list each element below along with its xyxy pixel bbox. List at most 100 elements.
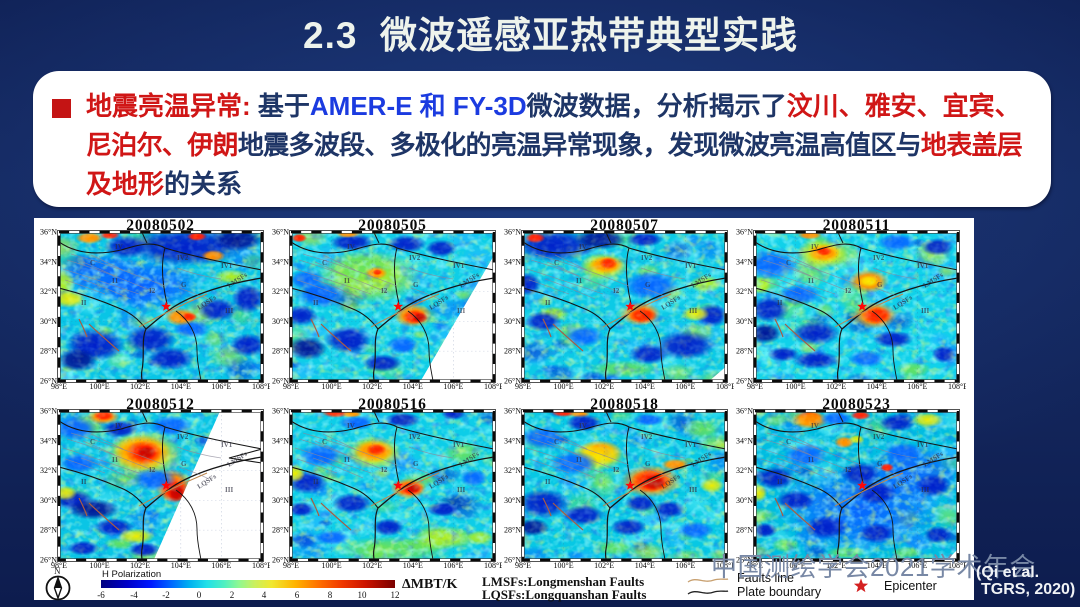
svg-text:34°N: 34°N [504, 257, 521, 266]
svg-text:20080502: 20080502 [126, 218, 194, 234]
svg-text:106°E: 106°E [675, 382, 695, 391]
svg-text:104°E: 104°E [171, 382, 191, 391]
svg-text:104°E: 104°E [867, 561, 887, 570]
svg-text:36°N: 36°N [736, 228, 753, 237]
svg-text:28°N: 28°N [504, 347, 521, 356]
svg-text:34°N: 34°N [736, 257, 753, 266]
svg-text:26°N: 26°N [736, 377, 753, 386]
svg-text:30°N: 30°N [40, 496, 57, 505]
svg-text:30°N: 30°N [736, 317, 753, 326]
svg-text:100°E: 100°E [90, 561, 110, 570]
svg-text:36°N: 36°N [736, 407, 753, 416]
svg-text:30°N: 30°N [272, 317, 289, 326]
svg-text:20080523: 20080523 [822, 397, 890, 413]
svg-text:30°N: 30°N [40, 317, 57, 326]
svg-text:104°E: 104°E [635, 382, 655, 391]
svg-text:100°E: 100°E [554, 382, 574, 391]
svg-text:106°E: 106°E [443, 561, 463, 570]
svg-text:106°E: 106°E [211, 382, 231, 391]
svg-text:102°E: 102°E [826, 561, 846, 570]
svg-text:102°E: 102°E [594, 382, 614, 391]
svg-text:34°N: 34°N [40, 436, 57, 445]
svg-text:20080505: 20080505 [358, 218, 426, 234]
svg-text:102°E: 102°E [362, 382, 382, 391]
svg-text:30°N: 30°N [504, 317, 521, 326]
svg-text:20080507: 20080507 [590, 218, 658, 234]
svg-text:100°E: 100°E [90, 382, 110, 391]
svg-text:100°E: 100°E [322, 561, 342, 570]
svg-text:104°E: 104°E [867, 382, 887, 391]
svg-text:106°E: 106°E [907, 382, 927, 391]
svg-text:108°E: 108°E [484, 561, 502, 570]
svg-text:106°E: 106°E [675, 561, 695, 570]
svg-text:108°E: 108°E [252, 561, 270, 570]
svg-text:34°N: 34°N [272, 436, 289, 445]
svg-text:32°N: 32°N [40, 466, 57, 475]
svg-text:34°N: 34°N [40, 257, 57, 266]
svg-text:106°E: 106°E [443, 382, 463, 391]
svg-text:26°N: 26°N [736, 556, 753, 565]
svg-text:26°N: 26°N [40, 556, 57, 565]
svg-text:36°N: 36°N [40, 407, 57, 416]
svg-text:32°N: 32°N [736, 466, 753, 475]
svg-text:36°N: 36°N [272, 407, 289, 416]
svg-text:28°N: 28°N [272, 347, 289, 356]
svg-text:104°E: 104°E [171, 561, 191, 570]
svg-text:32°N: 32°N [272, 466, 289, 475]
svg-text:106°E: 106°E [211, 561, 231, 570]
svg-text:32°N: 32°N [504, 287, 521, 296]
svg-text:34°N: 34°N [504, 436, 521, 445]
svg-text:32°N: 32°N [736, 287, 753, 296]
svg-text:98°E: 98°E [747, 382, 763, 391]
svg-text:100°E: 100°E [786, 382, 806, 391]
svg-text:102°E: 102°E [130, 382, 150, 391]
svg-text:34°N: 34°N [736, 436, 753, 445]
svg-text:26°N: 26°N [504, 377, 521, 386]
svg-text:98°E: 98°E [51, 382, 67, 391]
svg-text:98°E: 98°E [51, 561, 67, 570]
svg-text:20080512: 20080512 [126, 397, 194, 413]
svg-text:102°E: 102°E [130, 561, 150, 570]
svg-text:100°E: 100°E [786, 561, 806, 570]
svg-text:30°N: 30°N [272, 496, 289, 505]
svg-text:26°N: 26°N [272, 377, 289, 386]
svg-text:36°N: 36°N [272, 228, 289, 237]
svg-text:26°N: 26°N [40, 377, 57, 386]
svg-text:28°N: 28°N [40, 526, 57, 535]
svg-text:104°E: 104°E [635, 561, 655, 570]
svg-text:108°E: 108°E [716, 382, 734, 391]
svg-text:98°E: 98°E [747, 561, 763, 570]
svg-text:108°E: 108°E [252, 382, 270, 391]
svg-text:98°E: 98°E [515, 382, 531, 391]
svg-text:106°E: 106°E [907, 561, 927, 570]
svg-text:102°E: 102°E [826, 382, 846, 391]
svg-text:20080516: 20080516 [358, 397, 426, 413]
svg-text:34°N: 34°N [272, 257, 289, 266]
svg-text:98°E: 98°E [283, 561, 299, 570]
svg-text:28°N: 28°N [40, 347, 57, 356]
svg-text:32°N: 32°N [272, 287, 289, 296]
svg-text:108°E: 108°E [716, 561, 734, 570]
svg-text:32°N: 32°N [40, 287, 57, 296]
svg-text:36°N: 36°N [504, 228, 521, 237]
svg-text:102°E: 102°E [362, 561, 382, 570]
svg-text:N: N [54, 566, 61, 576]
svg-text:36°N: 36°N [504, 407, 521, 416]
svg-text:98°E: 98°E [283, 382, 299, 391]
svg-text:28°N: 28°N [736, 526, 753, 535]
svg-text:102°E: 102°E [594, 561, 614, 570]
svg-text:20080511: 20080511 [823, 218, 891, 234]
svg-text:104°E: 104°E [403, 561, 423, 570]
svg-text:104°E: 104°E [403, 382, 423, 391]
svg-text:28°N: 28°N [736, 347, 753, 356]
svg-text:28°N: 28°N [504, 526, 521, 535]
svg-text:26°N: 26°N [272, 556, 289, 565]
svg-text:30°N: 30°N [736, 496, 753, 505]
svg-text:28°N: 28°N [272, 526, 289, 535]
svg-text:20080518: 20080518 [590, 397, 658, 413]
svg-text:30°N: 30°N [504, 496, 521, 505]
svg-text:100°E: 100°E [554, 561, 574, 570]
svg-text:108°E: 108°E [948, 561, 966, 570]
svg-text:36°N: 36°N [40, 228, 57, 237]
svg-text:108°E: 108°E [948, 382, 966, 391]
